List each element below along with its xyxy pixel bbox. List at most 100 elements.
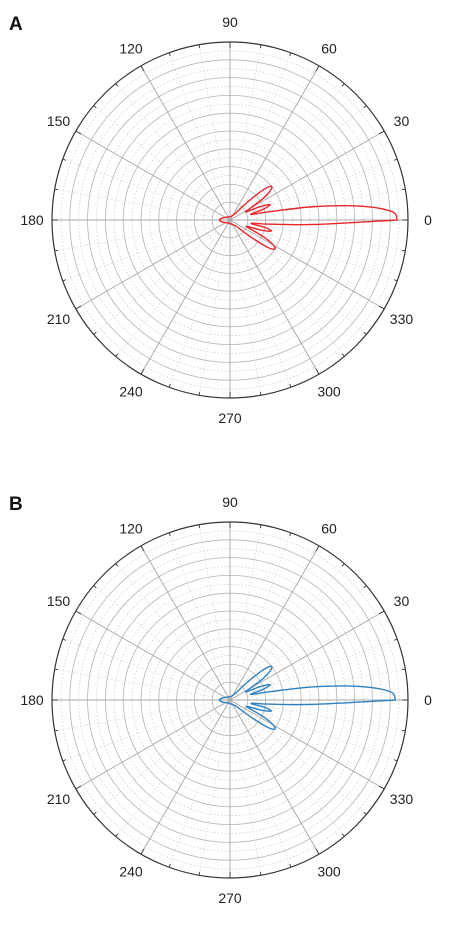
angle-label-330: 330: [390, 791, 414, 807]
frame-tick: [363, 105, 367, 109]
minor-grid-spoke: [62, 225, 214, 282]
minor-grid-spoke: [115, 713, 219, 837]
minor-grid-spoke: [54, 702, 213, 732]
minor-grid-spoke: [168, 236, 225, 388]
frame-tick: [393, 158, 398, 161]
minor-grid-spoke: [198, 717, 228, 876]
frame-tick: [115, 833, 119, 837]
minor-grid-spoke: [247, 222, 406, 252]
minor-grid-spoke: [168, 716, 225, 868]
minor-grid-spoke: [241, 713, 345, 837]
minor-grid-spoke: [93, 711, 217, 815]
frame-tick: [341, 353, 345, 357]
frame-tick: [259, 871, 262, 876]
frame-tick: [289, 383, 292, 388]
panel-label-a: A: [9, 14, 23, 35]
angle-label-90: 90: [222, 14, 238, 30]
frame-tick: [315, 848, 320, 855]
frame-tick: [140, 545, 145, 552]
minor-grid-spoke: [168, 532, 225, 684]
minor-grid-spoke: [62, 705, 214, 762]
polar-chart-a: A 0 30 60 90 120 150 180 210 240 270 300 330: [0, 0, 450, 460]
frame-tick: [363, 331, 367, 335]
frame-tick: [289, 863, 292, 868]
major-grid-spoke: [140, 219, 231, 375]
minor-grid-spoke: [232, 524, 262, 683]
angle-label-240: 240: [119, 863, 143, 879]
minor-grid-spoke: [235, 236, 292, 388]
angle-label-300: 300: [317, 863, 341, 879]
frame-tick: [54, 729, 59, 732]
minor-grid-spoke: [198, 524, 228, 683]
frame-tick: [140, 368, 145, 375]
minor-grid-spoke: [115, 233, 219, 357]
frame-tick: [393, 279, 398, 282]
frame-tick: [341, 563, 345, 567]
angle-label-120: 120: [119, 521, 143, 537]
frame-tick: [62, 279, 67, 282]
major-grid-spoke: [75, 610, 231, 701]
frame-tick: [378, 130, 385, 135]
frame-tick: [168, 52, 171, 57]
major-grid-spoke: [140, 545, 231, 701]
angle-label-210: 210: [47, 311, 71, 327]
minor-grid-spoke: [243, 231, 367, 335]
frame-tick: [341, 83, 345, 87]
minor-grid-spoke: [235, 52, 292, 204]
angle-label-150: 150: [47, 113, 71, 129]
angle-label-0: 0: [424, 212, 432, 228]
frame-tick: [140, 848, 145, 855]
major-grid-spoke: [229, 219, 385, 310]
major-grid-spoke: [229, 219, 320, 375]
minor-grid-spoke: [235, 716, 292, 868]
frame-tick: [168, 383, 171, 388]
minor-grid-spoke: [246, 158, 398, 215]
frame-tick: [289, 532, 292, 537]
frame-tick: [315, 65, 320, 72]
minor-grid-spoke: [115, 563, 219, 687]
major-grid-spoke: [140, 699, 231, 855]
frame-tick: [140, 65, 145, 72]
frame-tick: [115, 563, 119, 567]
angle-label-330: 330: [390, 311, 414, 327]
minor-grid-spoke: [247, 188, 406, 218]
frame-tick: [315, 368, 320, 375]
angle-label-30: 30: [394, 593, 410, 609]
polar-chart-b: B 0 30 60 90 120 150 180 210 240 270 300 330: [0, 480, 450, 940]
angle-label-270: 270: [218, 890, 242, 906]
minor-grid-spoke: [243, 585, 367, 689]
minor-grid-spoke: [54, 188, 213, 218]
frame-tick: [115, 353, 119, 357]
frame-tick: [363, 585, 367, 589]
minor-grid-spoke: [243, 105, 367, 209]
angle-label-30: 30: [394, 113, 410, 129]
angle-label-90: 90: [222, 494, 238, 510]
minor-grid-spoke: [93, 585, 217, 689]
minor-grid-spoke: [62, 638, 214, 695]
frame-tick: [54, 668, 59, 671]
frame-tick: [401, 729, 406, 732]
frame-tick: [393, 759, 398, 762]
frame-tick: [198, 44, 201, 49]
minor-grid-spoke: [198, 44, 228, 203]
frame-tick: [198, 524, 201, 529]
angle-label-300: 300: [317, 383, 341, 399]
frame-tick: [168, 532, 171, 537]
frame-tick: [75, 130, 82, 135]
radiation-pattern-curve-b: [218, 665, 397, 730]
frame-tick: [75, 785, 82, 790]
angle-label-210: 210: [47, 791, 71, 807]
minor-grid-spoke: [115, 83, 219, 207]
frame-tick: [401, 188, 406, 191]
frame-tick: [341, 833, 345, 837]
minor-grid-spoke: [246, 225, 398, 282]
major-grid-spoke: [229, 699, 385, 790]
minor-grid-spoke: [241, 83, 345, 207]
frame-tick: [75, 305, 82, 310]
angle-label-180: 180: [20, 212, 44, 228]
minor-grid-spoke: [246, 638, 398, 695]
angle-label-180: 180: [20, 692, 44, 708]
angle-label-270: 270: [218, 410, 242, 426]
frame-tick: [378, 785, 385, 790]
frame-tick: [168, 863, 171, 868]
